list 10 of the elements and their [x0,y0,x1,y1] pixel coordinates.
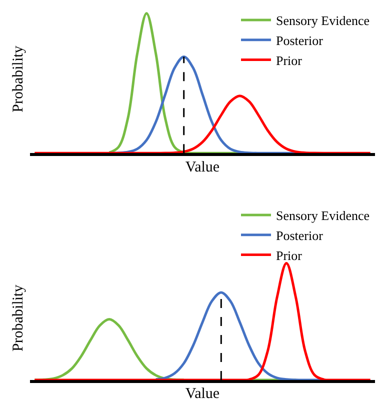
legend-label: Posterior [276,32,324,48]
y-axis-title: Probability [10,284,26,352]
legend-label: Sensory Evidence [276,208,370,224]
legend-label: Prior [276,52,303,68]
legend-label: Sensory Evidence [276,13,370,28]
legend-label: Prior [276,248,303,263]
x-axis-title: Value [185,386,220,402]
legend-label: Posterior [276,228,324,243]
x-axis-title: Value [185,159,220,176]
y-axis-title: Probability [10,45,26,112]
